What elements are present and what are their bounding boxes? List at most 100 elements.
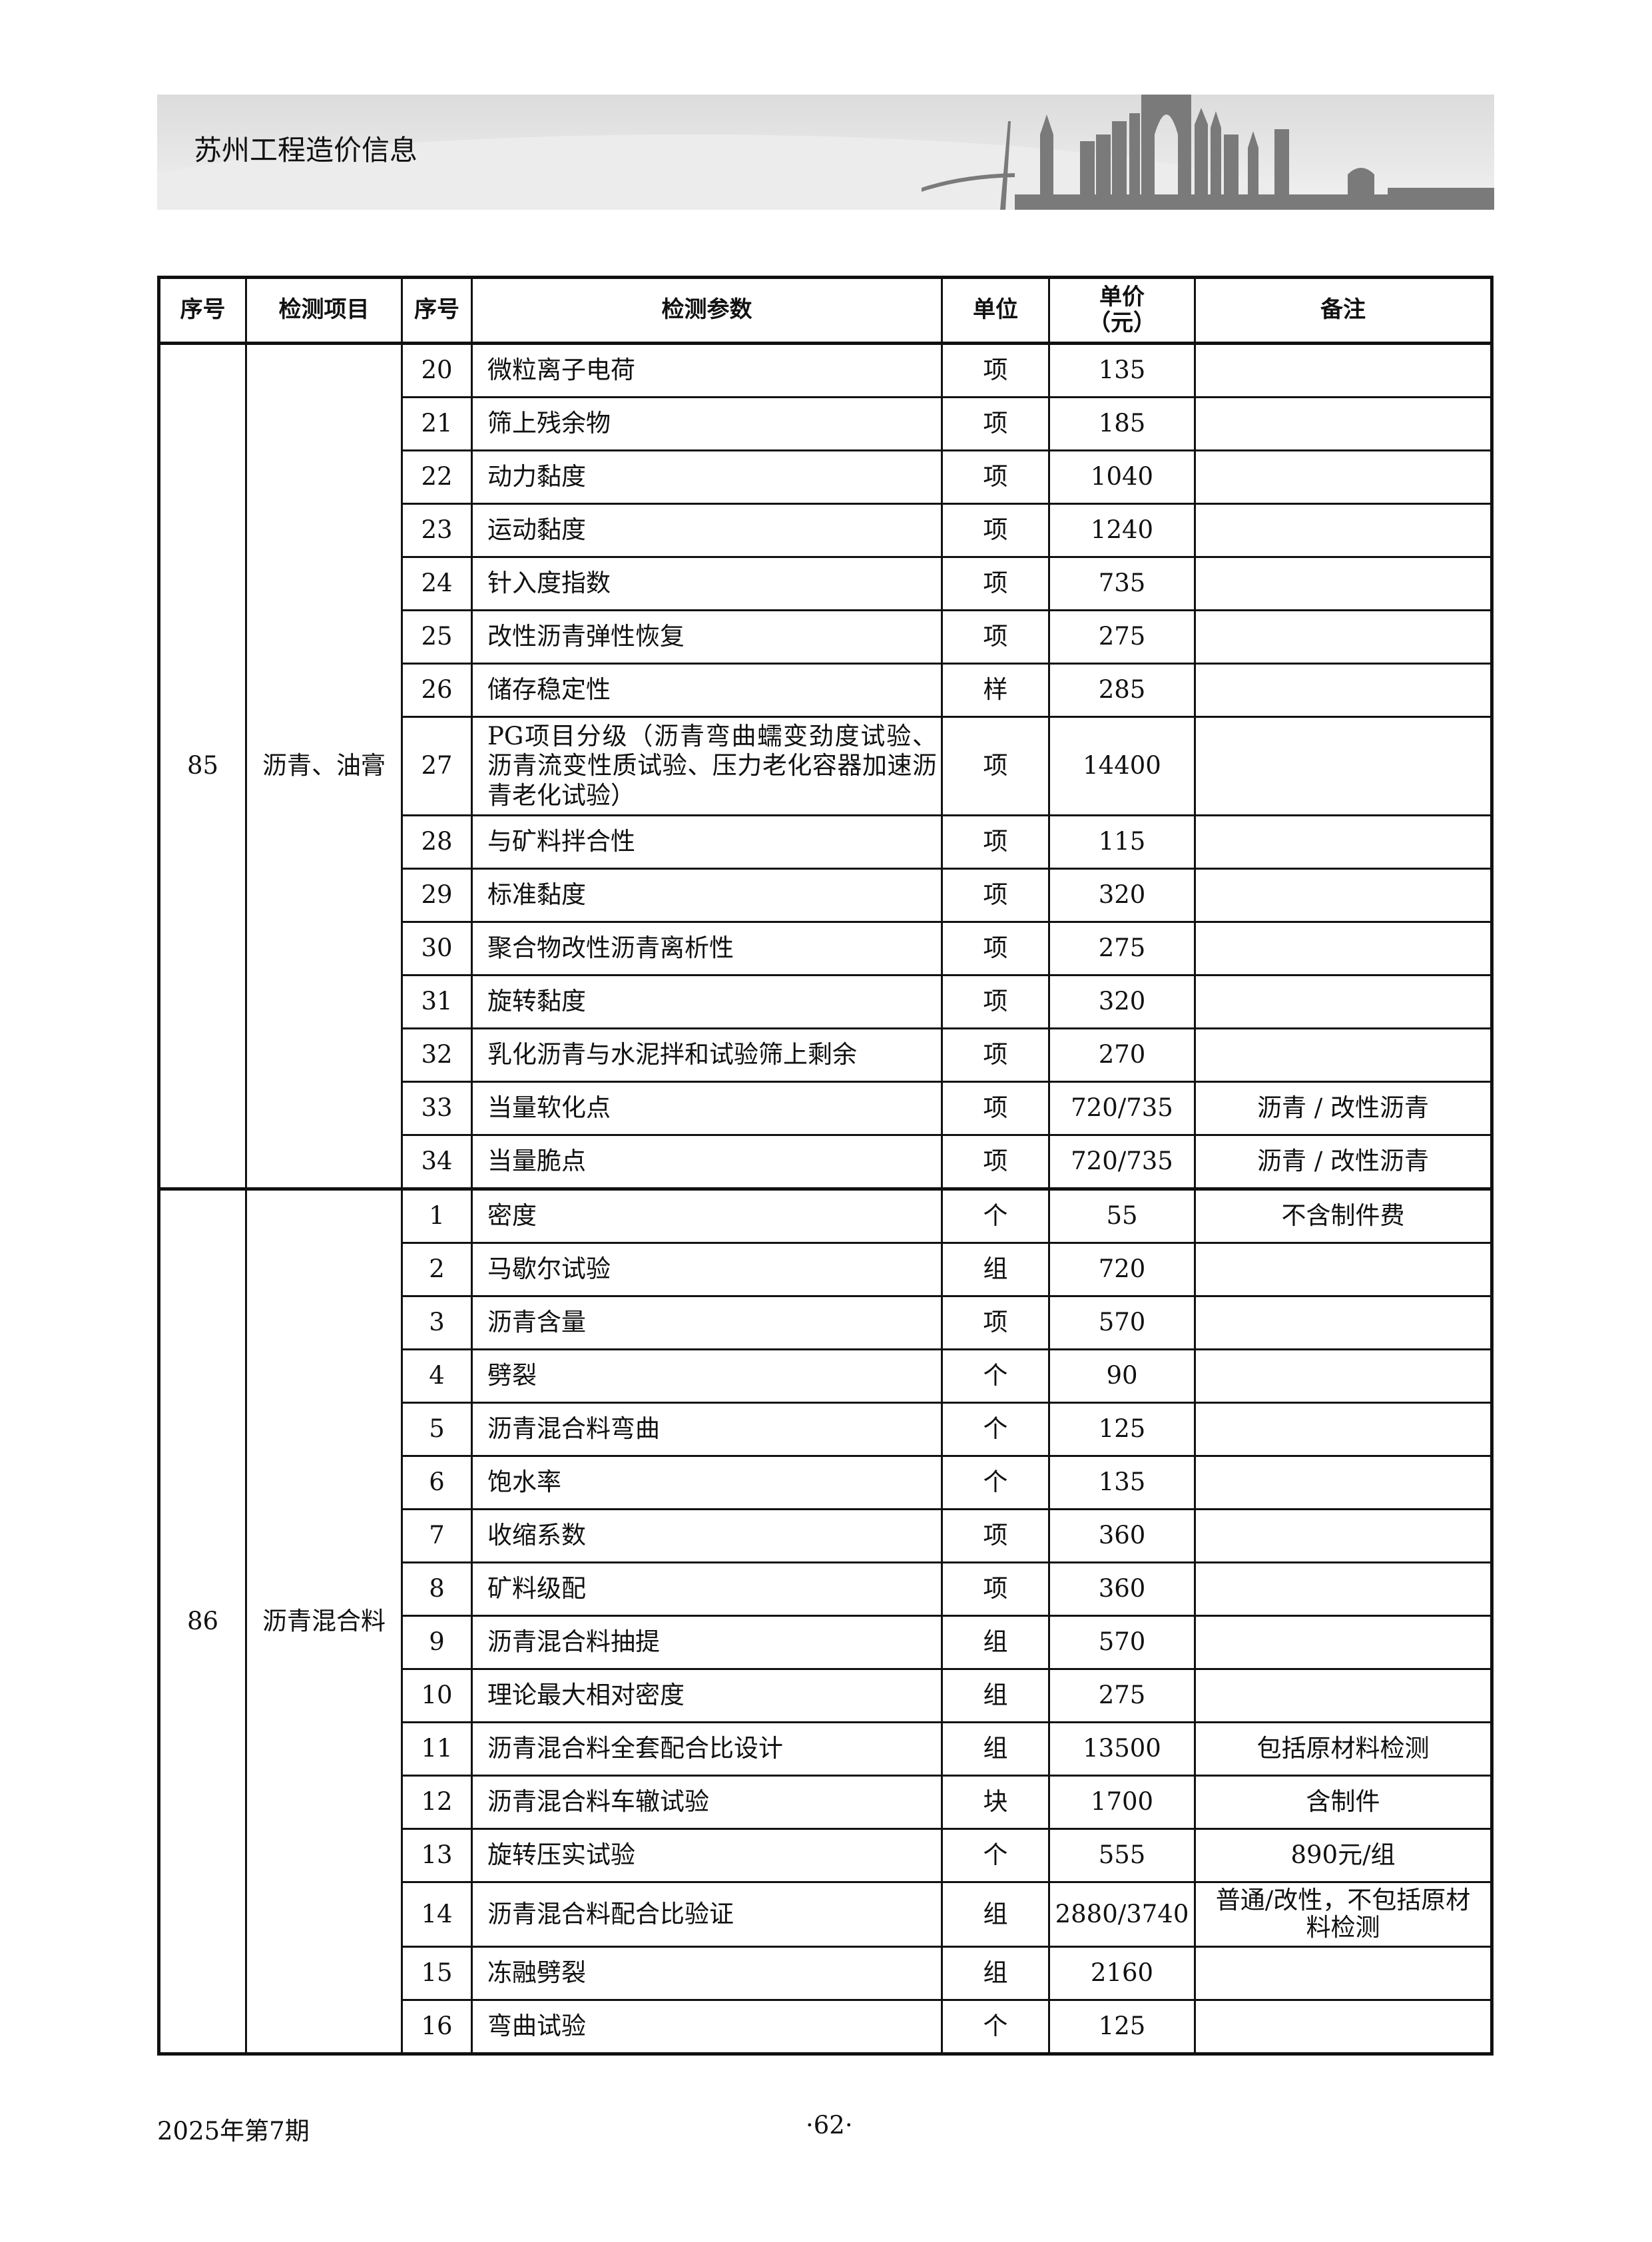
param-name: 针入度指数 <box>471 556 943 611</box>
param-number: 1 <box>401 1187 473 1245</box>
unit-price: 125 <box>1048 1999 1196 2056</box>
unit: 项 <box>941 503 1050 558</box>
unit-price: 115 <box>1048 814 1196 870</box>
table-row: 30 聚合物改性沥青离析性项 275 <box>159 921 1493 977</box>
unit: 组 <box>941 1881 1050 1948</box>
unit-price: 720/735 <box>1048 1081 1196 1137</box>
unit: 项 <box>941 1561 1050 1617</box>
unit-price: 570 <box>1048 1615 1196 1671</box>
table-row: 7 收缩系数项 360 <box>159 1508 1493 1564</box>
note <box>1194 868 1493 924</box>
unit-price: 13500 <box>1048 1721 1196 1777</box>
param-name: 微粒离子电荷 <box>471 342 943 398</box>
unit-price: 14400 <box>1048 715 1196 817</box>
table-row: 25 改性沥青弹性恢复项 275 <box>159 609 1493 665</box>
unit: 项 <box>941 974 1050 1030</box>
param-number: 30 <box>401 921 473 977</box>
param-name: 标准黏度 <box>471 868 943 924</box>
unit: 项 <box>941 449 1050 505</box>
param-number: 2 <box>401 1242 473 1298</box>
group-number: 86 <box>158 1187 247 2056</box>
table-row: 9 沥青混合料抽提组 570 <box>159 1615 1493 1671</box>
group-number: 85 <box>158 342 247 1191</box>
note <box>1194 974 1493 1030</box>
note <box>1194 814 1493 870</box>
note <box>1194 1508 1493 1564</box>
note <box>1194 1027 1493 1083</box>
param-number: 22 <box>401 449 473 505</box>
table-row: 10 理论最大相对密度组 275 <box>159 1668 1493 1724</box>
price-header-line1: 单价 <box>1099 283 1145 310</box>
param-name: 沥青混合料配合比验证 <box>471 1881 943 1948</box>
note: 890元/组 <box>1194 1828 1493 1884</box>
param-number: 10 <box>401 1668 473 1724</box>
unit-price: 1040 <box>1048 449 1196 505</box>
issue-label: 2025年第7期 <box>157 2117 310 2145</box>
unit: 项 <box>941 1134 1050 1191</box>
unit: 个 <box>941 1999 1050 2056</box>
note <box>1194 663 1493 718</box>
table-row: 33 当量软化点项 720/735 沥青 / 改性沥青 <box>159 1081 1493 1137</box>
note <box>1194 1295 1493 1351</box>
note: 沥青 / 改性沥青 <box>1194 1134 1493 1191</box>
param-name: 沥青含量 <box>471 1295 943 1351</box>
table-row: 13 旋转压实试验个 555 890元/组 <box>159 1828 1493 1884</box>
table-row: 31 旋转黏度项 320 <box>159 974 1493 1030</box>
param-name: 改性沥青弹性恢复 <box>471 609 943 665</box>
table-row: 2 马歇尔试验组 720 <box>159 1242 1493 1298</box>
note <box>1194 449 1493 505</box>
table-row: 12 沥青混合料车辙试验块 1700 含制件 <box>159 1775 1493 1830</box>
unit: 项 <box>941 814 1050 870</box>
note <box>1194 1615 1493 1671</box>
table-row: 85 沥青、油膏 20 微粒离子电荷项 135 <box>158 342 1493 1191</box>
unit: 个 <box>941 1828 1050 1884</box>
param-number: 15 <box>401 1946 473 2002</box>
unit: 项 <box>941 715 1050 817</box>
param-number: 16 <box>401 1999 473 2056</box>
unit-price: 570 <box>1048 1295 1196 1351</box>
note: 沥青 / 改性沥青 <box>1194 1081 1493 1137</box>
unit-price: 275 <box>1048 609 1196 665</box>
note: 含制件 <box>1194 1775 1493 1830</box>
param-number: 23 <box>401 503 473 558</box>
table-row: 5 沥青混合料弯曲个 125 <box>159 1402 1493 1458</box>
unit-price: 360 <box>1048 1508 1196 1564</box>
unit-price: 55 <box>1048 1187 1196 1245</box>
note <box>1194 503 1493 558</box>
unit: 项 <box>941 868 1050 924</box>
unit: 组 <box>941 1615 1050 1671</box>
note <box>1194 609 1493 665</box>
table-row: 15 冻融劈裂组 2160 <box>159 1946 1493 2002</box>
param-name: 筛上残余物 <box>471 396 943 451</box>
param-name: 矿料级配 <box>471 1561 943 1617</box>
table-row: 4 劈裂个 90 <box>159 1348 1493 1404</box>
table-row: 86 沥青混合料 1 密度个 55 不含制件费 <box>158 1187 1493 2056</box>
unit-price: 285 <box>1048 663 1196 718</box>
param-name: 沥青混合料弯曲 <box>471 1402 943 1458</box>
col-header-param-no: 序号 <box>401 276 473 345</box>
param-name: 当量软化点 <box>471 1081 943 1137</box>
param-number: 14 <box>401 1881 473 1948</box>
param-number: 20 <box>401 342 473 398</box>
param-number: 33 <box>401 1081 473 1137</box>
unit-price: 275 <box>1048 921 1196 977</box>
unit: 样 <box>941 663 1050 718</box>
param-number: 11 <box>401 1721 473 1777</box>
param-number: 12 <box>401 1775 473 1830</box>
note <box>1194 1402 1493 1458</box>
param-number: 6 <box>401 1455 473 1511</box>
unit: 项 <box>941 342 1050 398</box>
param-number: 9 <box>401 1615 473 1671</box>
unit: 项 <box>941 609 1050 665</box>
note <box>1194 921 1493 977</box>
note <box>1194 715 1493 817</box>
note <box>1194 1946 1493 2002</box>
price-header-line2: （元） <box>1088 310 1156 336</box>
group-item: 沥青混合料 <box>245 1187 403 2056</box>
unit: 个 <box>941 1348 1050 1404</box>
unit-price: 555 <box>1048 1828 1196 1884</box>
unit: 项 <box>941 556 1050 611</box>
param-number: 25 <box>401 609 473 665</box>
unit: 项 <box>941 1027 1050 1083</box>
param-name: 旋转压实试验 <box>471 1828 943 1884</box>
